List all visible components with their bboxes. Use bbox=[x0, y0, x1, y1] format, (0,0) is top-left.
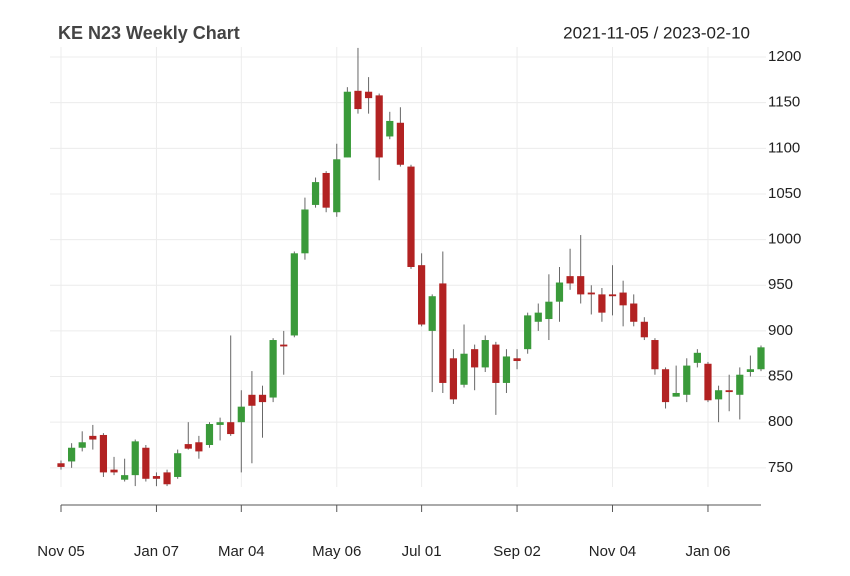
candle-body bbox=[471, 349, 479, 368]
candle-body bbox=[301, 209, 309, 254]
candle-body bbox=[184, 444, 192, 449]
candle-body bbox=[280, 344, 288, 347]
candle-body bbox=[630, 303, 638, 322]
candle-body bbox=[545, 301, 553, 320]
x-tick-label: Jul 01 bbox=[402, 543, 442, 560]
candle-body bbox=[513, 358, 521, 362]
candle-body bbox=[354, 90, 362, 110]
candle-body bbox=[311, 182, 320, 205]
candle-body bbox=[693, 352, 701, 363]
candle-body bbox=[608, 294, 617, 297]
y-tick-label: 800 bbox=[768, 413, 793, 430]
candle-body bbox=[152, 476, 161, 479]
y-tick-label: 750 bbox=[768, 459, 793, 476]
candle-body bbox=[598, 294, 606, 313]
candle-body bbox=[343, 91, 351, 158]
candle-body bbox=[492, 344, 500, 383]
x-tick-label: Jan 07 bbox=[134, 543, 179, 560]
x-tick-label: Mar 04 bbox=[218, 543, 265, 560]
candle-body bbox=[142, 447, 150, 479]
candle-body bbox=[237, 406, 245, 423]
candle-body bbox=[418, 265, 426, 325]
candle-body bbox=[460, 353, 468, 385]
candle-body bbox=[502, 356, 511, 383]
candle-body bbox=[714, 390, 723, 400]
candle-body bbox=[174, 453, 182, 477]
y-tick-label: 1000 bbox=[768, 231, 801, 248]
y-tick-label: 900 bbox=[768, 322, 793, 339]
candle-body bbox=[195, 442, 203, 452]
candle-body bbox=[57, 463, 65, 467]
candle-body bbox=[163, 472, 171, 485]
candle-body bbox=[566, 276, 574, 284]
candle-body bbox=[89, 435, 97, 440]
candle-body bbox=[78, 442, 86, 448]
candle-body bbox=[619, 292, 627, 306]
candle-body bbox=[555, 282, 564, 302]
x-tick-label: Nov 05 bbox=[37, 543, 85, 560]
candle-body bbox=[396, 122, 404, 165]
chart-title: KE N23 Weekly Chart bbox=[58, 23, 240, 43]
candle-body bbox=[577, 276, 585, 295]
candle-body bbox=[258, 394, 267, 403]
candle-body bbox=[725, 390, 733, 393]
y-tick-label: 850 bbox=[768, 368, 793, 385]
candle-body bbox=[121, 475, 129, 480]
candle-body bbox=[757, 347, 765, 370]
y-tick-label: 1200 bbox=[768, 48, 801, 65]
candle-body bbox=[205, 424, 214, 446]
candle-body bbox=[672, 392, 680, 397]
candle-body bbox=[131, 441, 139, 476]
candle-body bbox=[746, 369, 754, 372]
x-tick-label: Sep 02 bbox=[493, 543, 541, 560]
candle-body bbox=[322, 172, 330, 208]
candle-body bbox=[333, 159, 341, 213]
candle-body bbox=[248, 394, 256, 406]
candle-body bbox=[269, 340, 277, 398]
candle-body bbox=[364, 91, 373, 99]
candle-body bbox=[227, 422, 235, 435]
candle-body bbox=[651, 340, 659, 370]
candle-body bbox=[68, 447, 76, 462]
candle-body bbox=[524, 315, 532, 350]
candle-body bbox=[99, 434, 108, 473]
candle-body bbox=[481, 340, 489, 368]
y-tick-label: 1100 bbox=[768, 139, 800, 156]
y-tick-label: 1150 bbox=[768, 94, 800, 111]
candle-body bbox=[216, 422, 224, 425]
candle-body bbox=[375, 95, 383, 158]
y-tick-label: 950 bbox=[768, 276, 793, 293]
candle-body bbox=[661, 369, 670, 403]
candle-body bbox=[640, 321, 648, 338]
candle-body bbox=[386, 120, 394, 137]
candle-body bbox=[428, 296, 436, 331]
x-tick-label: May 06 bbox=[312, 543, 361, 560]
candle-body bbox=[439, 283, 447, 383]
candle-body bbox=[587, 292, 595, 295]
x-tick-label: Nov 04 bbox=[589, 543, 637, 560]
candle-body bbox=[534, 312, 542, 322]
date-range: 2021-11-05 / 2023-02-10 bbox=[563, 23, 750, 42]
candle-body bbox=[110, 469, 118, 473]
candle-body bbox=[290, 253, 298, 336]
candle-body bbox=[704, 363, 712, 401]
candle-body bbox=[736, 374, 744, 395]
y-tick-label: 1050 bbox=[768, 185, 801, 202]
candle-body bbox=[449, 358, 458, 400]
candle-body bbox=[683, 365, 691, 395]
candle-body bbox=[407, 166, 415, 267]
x-tick-label: Jan 06 bbox=[685, 543, 730, 560]
